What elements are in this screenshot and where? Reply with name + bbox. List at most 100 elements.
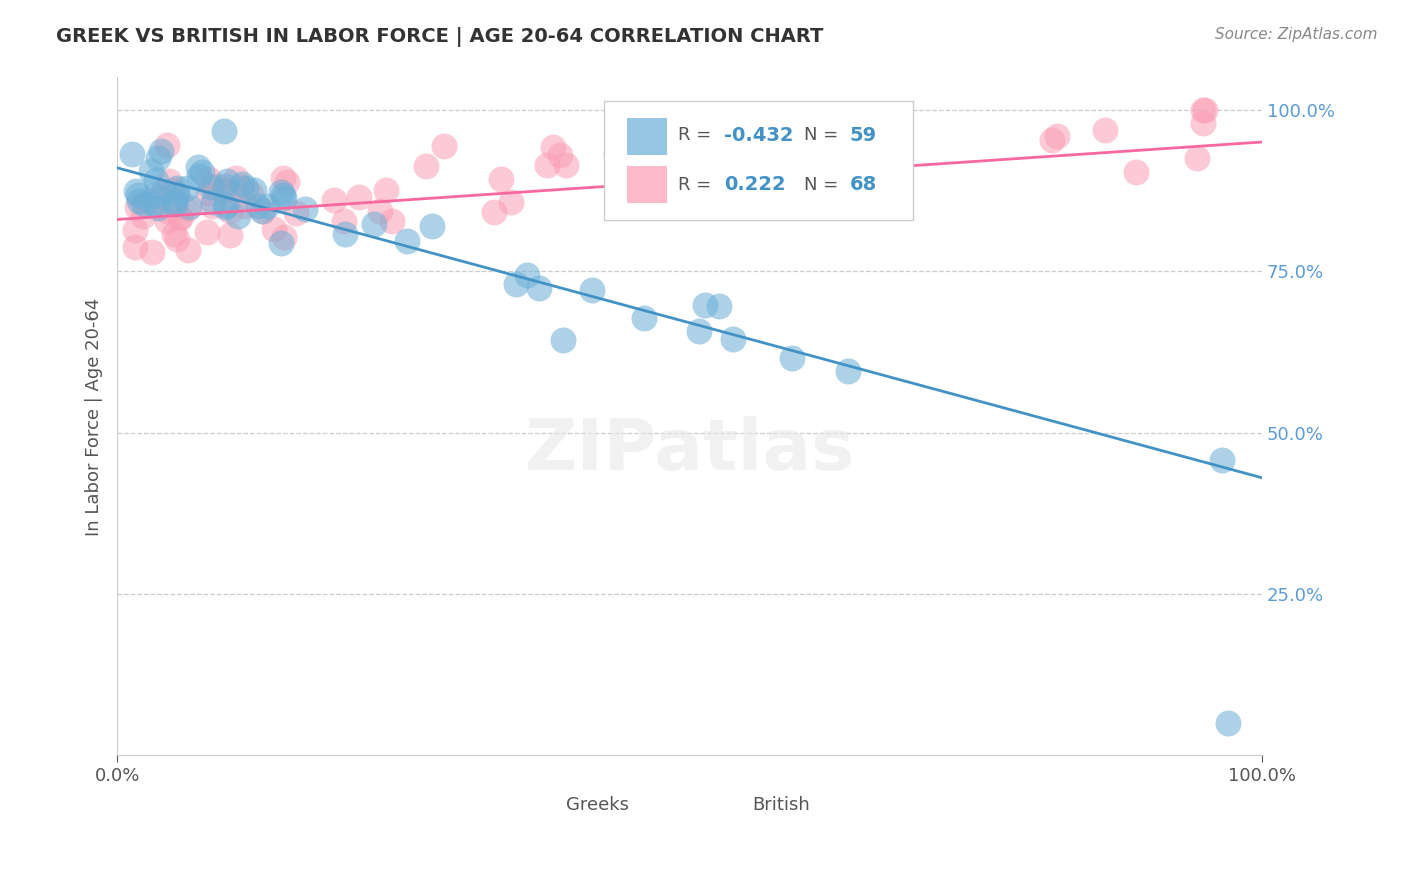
Text: R =: R = [678,126,711,145]
Point [1046,128,1069,143]
Point [648,144,671,158]
Point [529,281,551,295]
Point [128,194,150,209]
Point [176,202,198,216]
Point [270,185,292,199]
Point [543,140,565,154]
Point [233,199,256,213]
Point [333,214,356,228]
Point [550,148,572,162]
Point [489,172,512,186]
Point [134,197,156,211]
Point [695,297,717,311]
Point [872,113,894,128]
Point [149,144,172,158]
Point [247,199,270,213]
Point [433,139,456,153]
Point [124,240,146,254]
Point [347,189,370,203]
Point [270,235,292,250]
Point [214,178,236,193]
Point [652,160,675,174]
Point [125,184,148,198]
Point [198,172,221,186]
Point [188,169,211,183]
FancyBboxPatch shape [627,118,666,155]
Y-axis label: In Labor Force | Age 20-64: In Labor Force | Age 20-64 [86,297,103,535]
Point [363,217,385,231]
Point [156,137,179,152]
Point [190,165,212,179]
Point [605,147,627,161]
Point [176,181,198,195]
Point [252,203,274,218]
Point [1125,165,1147,179]
Point [1192,103,1215,117]
Point [145,172,167,186]
Point [146,151,169,165]
Point [633,310,655,325]
Point [201,194,224,209]
Text: Source: ZipAtlas.com: Source: ZipAtlas.com [1215,27,1378,42]
Point [166,180,188,194]
FancyBboxPatch shape [627,166,666,202]
Text: N =: N = [804,176,838,194]
Point [256,199,278,213]
Point [284,206,307,220]
Text: 59: 59 [849,126,877,145]
Point [1216,716,1239,731]
Point [333,227,356,241]
Point [727,182,749,196]
Point [250,204,273,219]
Point [231,180,253,194]
Point [148,190,170,204]
Point [1040,133,1063,147]
Point [177,200,200,214]
Point [157,174,180,188]
Point [215,174,238,188]
Point [215,198,238,212]
Point [415,159,437,173]
Point [1194,103,1216,117]
Point [505,277,527,291]
Point [166,187,188,202]
Point [169,211,191,226]
Point [225,171,247,186]
Point [166,232,188,246]
Point [1192,116,1215,130]
Point [551,333,574,347]
Point [127,188,149,202]
Point [374,183,396,197]
Point [162,184,184,198]
Point [707,299,730,313]
Point [368,203,391,218]
Point [554,158,576,172]
Point [770,157,793,171]
Point [1094,123,1116,137]
Point [165,196,187,211]
Point [163,227,186,241]
Point [516,268,538,283]
Point [1187,151,1209,165]
Point [165,194,187,208]
Point [212,183,235,197]
FancyBboxPatch shape [735,779,769,806]
Point [381,214,404,228]
Point [1211,453,1233,467]
Point [142,196,165,211]
Point [152,185,174,199]
Text: 68: 68 [849,175,877,194]
Point [125,200,148,214]
Text: -0.432: -0.432 [724,126,793,145]
Point [156,204,179,219]
Point [482,204,505,219]
Point [273,188,295,202]
Point [879,121,901,136]
Point [536,158,558,172]
Point [581,284,603,298]
FancyBboxPatch shape [603,101,912,219]
Point [628,141,651,155]
Point [721,333,744,347]
Point [396,235,419,249]
Point [276,176,298,190]
